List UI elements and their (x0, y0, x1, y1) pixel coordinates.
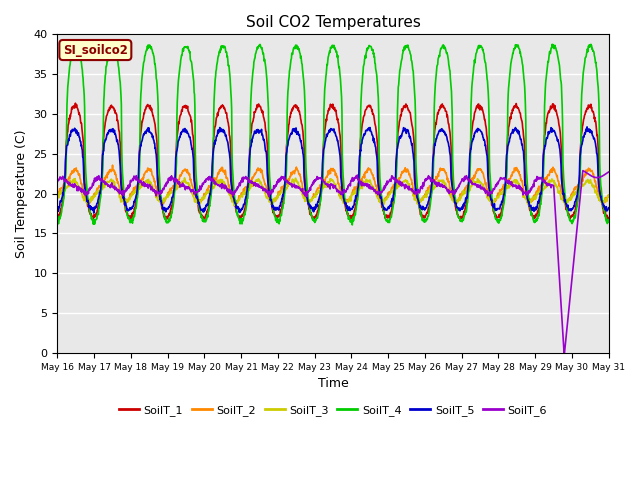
Text: SI_soilco2: SI_soilco2 (63, 44, 128, 57)
X-axis label: Time: Time (317, 377, 348, 390)
Legend: SoilT_1, SoilT_2, SoilT_3, SoilT_4, SoilT_5, SoilT_6: SoilT_1, SoilT_2, SoilT_3, SoilT_4, Soil… (115, 400, 552, 420)
Y-axis label: Soil Temperature (C): Soil Temperature (C) (15, 129, 28, 258)
Title: Soil CO2 Temperatures: Soil CO2 Temperatures (246, 15, 420, 30)
